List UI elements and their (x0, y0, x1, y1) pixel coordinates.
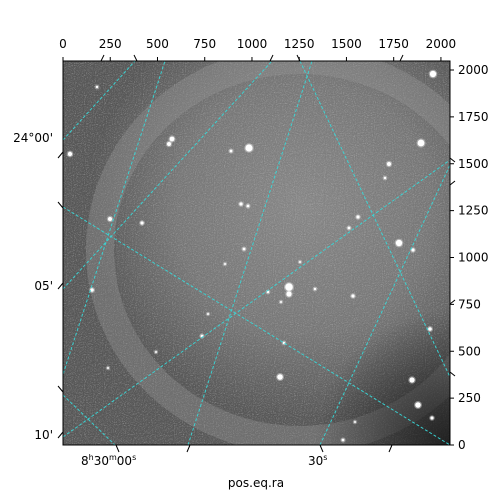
star-11 (246, 204, 250, 208)
star-6 (387, 162, 391, 166)
sky-image (63, 61, 450, 445)
x-pixel-tick-label-8: 2000 (426, 37, 457, 51)
y-pixel-tick-label-1: 250 (458, 391, 481, 405)
star-27 (277, 374, 283, 380)
star-30 (430, 416, 434, 420)
star-2 (169, 136, 175, 142)
star-8 (108, 217, 112, 221)
ra-tick-top-2 (133, 54, 138, 62)
y-pixel-tick-label-5: 1250 (458, 204, 489, 218)
star-32 (155, 351, 157, 353)
dec-tick-left-2 (57, 201, 64, 209)
ra-label-2: 30s (308, 453, 327, 468)
star-33 (107, 367, 109, 369)
star-field (66, 69, 438, 443)
dec-tick-left-5 (57, 431, 64, 439)
right-pixel-axis: 0 250 500 750 1000 1250 1500 1750 2000 (450, 63, 489, 452)
grid-line-6 (63, 61, 273, 290)
y-pixel-tick-label-6: 1500 (458, 157, 489, 171)
star-16 (242, 247, 246, 251)
star-21 (313, 287, 317, 291)
dec-label-1: 24°00' (13, 131, 53, 145)
grid-line-2 (319, 164, 450, 445)
star-39 (95, 85, 99, 89)
star-22 (266, 290, 270, 294)
plot-frame (62, 60, 451, 446)
x-pixel-tick-label-4: 1000 (237, 37, 268, 51)
dec-tick-left-4 (57, 385, 64, 393)
ra-tick-bottom-3 (319, 444, 324, 453)
y-pixel-tick-label-2: 500 (458, 344, 481, 358)
y-pixel-tick-label-7: 1750 (458, 110, 489, 124)
dec-tick-right-2 (449, 180, 456, 186)
x-axis-title: pos.eq.ra (228, 476, 284, 490)
ra-tick-top-4 (296, 54, 301, 62)
star-34 (383, 176, 387, 180)
star-23 (280, 301, 282, 303)
star-29 (415, 402, 421, 408)
star-18 (286, 291, 292, 297)
star-36 (354, 421, 356, 423)
grid-line-7 (299, 61, 450, 378)
grid-line-4 (63, 61, 136, 141)
dec-tick-right-4 (449, 371, 456, 377)
x-pixel-tick-label-7: 1750 (378, 37, 409, 51)
top-pixel-axis: 0 250 500 750 1000 1250 1500 1750 2000 (59, 37, 456, 61)
ra-tick-bottom-2 (186, 444, 191, 453)
sky-corner-shadow (63, 61, 450, 445)
y-pixel-tick-label-8: 2000 (458, 63, 489, 77)
y-pixel-tick-label-0: 0 (458, 438, 466, 452)
y-pixel-tick-label-4: 1000 (458, 251, 489, 265)
y-pixel-tick-label-3: 750 (458, 297, 481, 311)
x-pixel-tick-label-5: 1250 (284, 37, 315, 51)
dec-tick-right-1 (449, 157, 456, 163)
star-5 (417, 139, 425, 147)
ra-tick-top-1 (100, 54, 105, 62)
ra-tick-top-5 (399, 54, 404, 62)
star-17 (285, 283, 293, 291)
grid-line-1 (187, 61, 313, 445)
x-pixel-tick-label-3: 750 (193, 37, 216, 51)
ra-tick-bottom-1 (115, 444, 120, 453)
ra-tick-bottom-4 (388, 444, 393, 453)
grid-line-3 (63, 206, 450, 445)
x-pixel-tick-label-1: 250 (99, 37, 122, 51)
star-14 (395, 239, 403, 247)
x-pixel-tick-label-2: 500 (146, 37, 169, 51)
star-13 (347, 226, 351, 230)
star-0 (429, 70, 437, 78)
dec-tick-left-1 (57, 151, 64, 159)
star-19 (90, 288, 94, 292)
star-15 (411, 248, 415, 252)
x-pixel-tick-label-6: 1500 (331, 37, 362, 51)
star-24 (428, 327, 432, 331)
star-7 (229, 149, 233, 153)
star-9 (140, 221, 144, 225)
grid-line-0 (63, 61, 166, 376)
dec-label-3: 10' (34, 428, 53, 442)
star-3 (167, 142, 171, 146)
dec-label-2: 05' (34, 279, 53, 293)
star-28 (409, 377, 415, 383)
star-1 (245, 144, 253, 152)
ra-tick-top-3 (269, 54, 274, 62)
star-31 (341, 438, 345, 442)
star-37 (207, 313, 209, 315)
star-38 (224, 263, 226, 265)
world-ticks (57, 54, 456, 453)
coordinate-grid (63, 61, 450, 445)
grid-line-5 (63, 159, 450, 438)
star-35 (299, 261, 301, 263)
star-10 (239, 202, 243, 206)
ra-label-1: 8h30m00s (81, 453, 136, 468)
star-4 (67, 151, 73, 157)
star-20 (351, 294, 355, 298)
dec-tick-left-3 (57, 282, 64, 290)
x-pixel-tick-label-0: 0 (59, 37, 67, 51)
dec-tick-right-3 (449, 299, 456, 305)
grid-line-8 (63, 394, 116, 445)
star-12 (356, 215, 360, 219)
